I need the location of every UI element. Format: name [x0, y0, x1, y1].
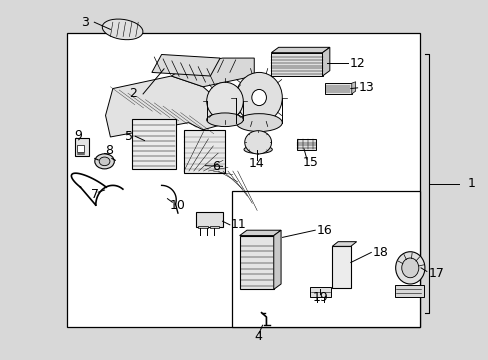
Bar	[75, 138, 89, 156]
Polygon shape	[239, 230, 281, 235]
Ellipse shape	[244, 145, 272, 153]
Ellipse shape	[102, 19, 142, 40]
Text: 3: 3	[81, 16, 88, 29]
Polygon shape	[152, 54, 220, 76]
Bar	[210, 226, 219, 228]
Ellipse shape	[395, 252, 424, 284]
Bar	[132, 119, 176, 169]
Text: 1: 1	[467, 177, 474, 190]
Text: 18: 18	[372, 246, 388, 259]
Ellipse shape	[99, 157, 110, 166]
Polygon shape	[331, 242, 356, 246]
Bar	[394, 285, 423, 297]
Bar	[198, 226, 207, 228]
Ellipse shape	[206, 113, 243, 127]
Text: 17: 17	[427, 267, 443, 280]
Polygon shape	[171, 58, 254, 87]
Polygon shape	[322, 47, 329, 76]
Polygon shape	[271, 47, 329, 53]
Bar	[331, 246, 350, 288]
Bar	[239, 235, 273, 289]
Polygon shape	[105, 76, 227, 137]
Bar	[195, 212, 222, 226]
Text: 5: 5	[124, 130, 133, 143]
Text: 6: 6	[212, 160, 220, 173]
Bar	[325, 83, 351, 94]
Text: 14: 14	[248, 157, 264, 170]
Text: 10: 10	[169, 199, 185, 212]
Text: 7: 7	[91, 188, 99, 201]
Polygon shape	[351, 82, 355, 94]
Bar	[271, 53, 322, 76]
Text: 16: 16	[316, 224, 332, 237]
Ellipse shape	[251, 89, 266, 105]
Ellipse shape	[244, 131, 271, 154]
Polygon shape	[273, 230, 281, 289]
Text: 8: 8	[105, 144, 113, 157]
Text: 12: 12	[348, 57, 365, 70]
Bar	[232, 191, 419, 327]
Ellipse shape	[236, 114, 282, 132]
Text: 19: 19	[311, 291, 327, 304]
Bar	[66, 33, 419, 327]
Text: 13: 13	[358, 81, 374, 94]
Ellipse shape	[401, 258, 418, 278]
Text: 9: 9	[74, 129, 81, 142]
Text: 2: 2	[129, 87, 137, 100]
Text: 11: 11	[230, 218, 246, 231]
Text: 15: 15	[302, 156, 318, 169]
Ellipse shape	[95, 154, 114, 169]
Ellipse shape	[206, 82, 243, 120]
Bar	[77, 145, 84, 152]
Text: 4: 4	[254, 330, 262, 343]
Bar	[310, 287, 330, 297]
Ellipse shape	[236, 72, 282, 123]
Bar	[296, 139, 316, 149]
Bar	[183, 130, 224, 173]
